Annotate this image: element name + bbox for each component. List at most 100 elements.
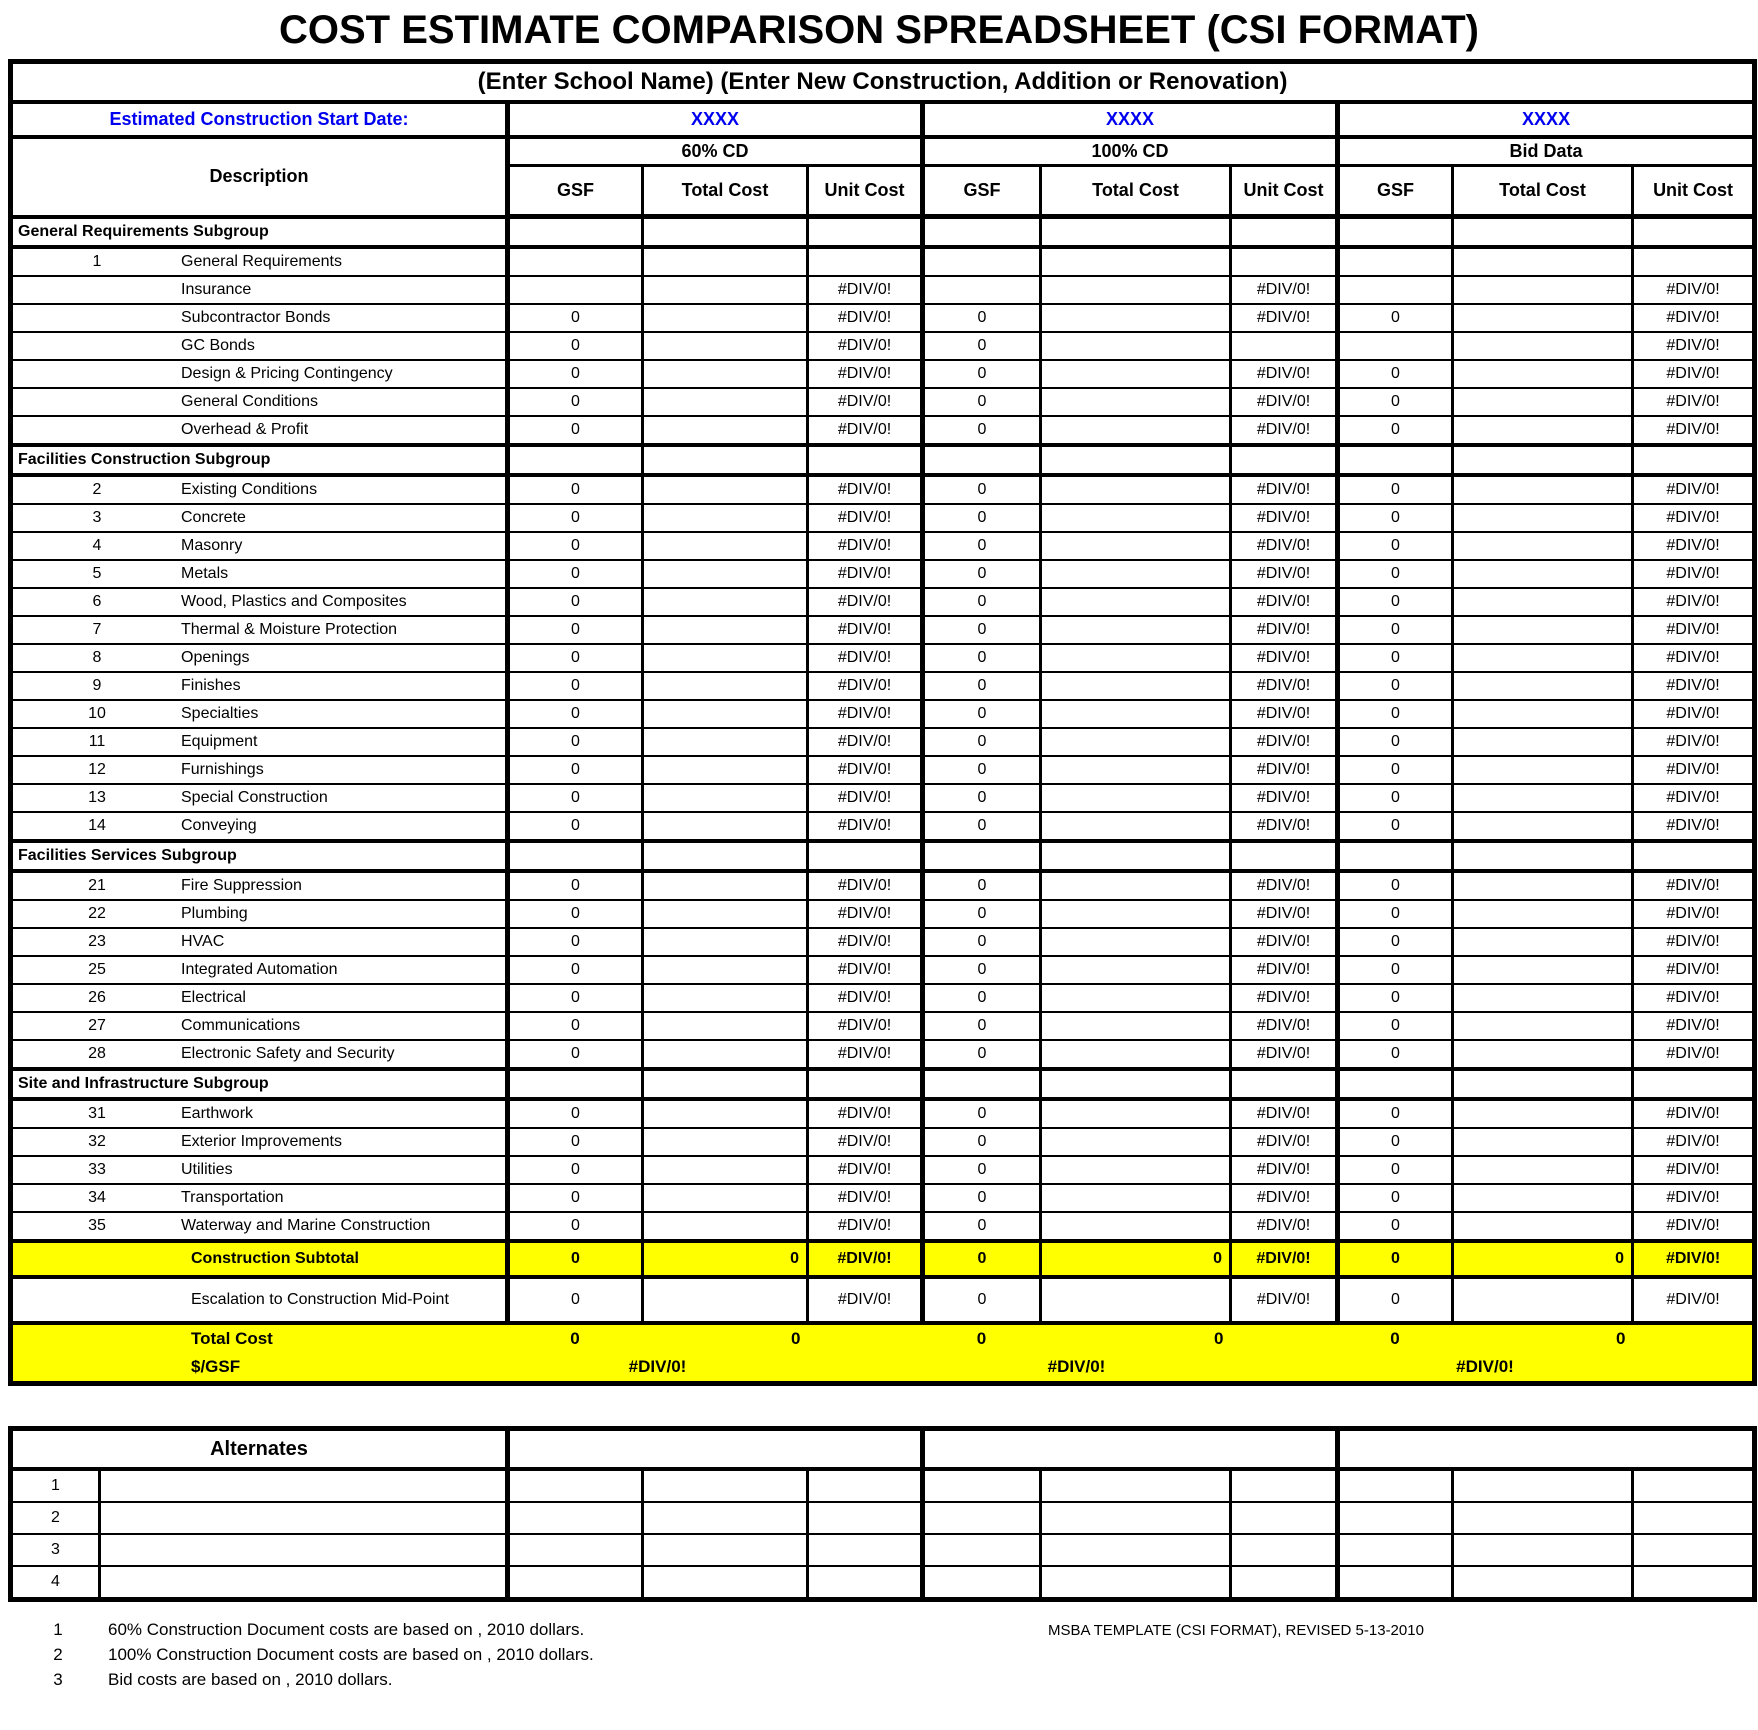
- cell-gsf-bid: 0: [1335, 615, 1454, 645]
- row-label-openings: 8 Openings: [9, 643, 509, 673]
- cell-total-100cd: [1039, 503, 1232, 533]
- cell-gsf-60cd: 0: [505, 415, 644, 446]
- cell-total-bid: [1451, 387, 1634, 417]
- cell-unit-60cd: #DIV/0!: [806, 699, 924, 729]
- row-number: 26: [88, 989, 106, 1006]
- row-number: 11: [88, 733, 106, 750]
- cell-gsf-bid: [1335, 214, 1454, 249]
- cell-total-60cd: [641, 531, 809, 561]
- cell-gsf-60cd: 0: [505, 671, 644, 701]
- cell-gsf-100cd: 0: [920, 1276, 1042, 1325]
- row-label-electrical: 26 Electrical: [9, 983, 509, 1013]
- cell-unit-60cd: #DIV/0!: [806, 727, 924, 757]
- cell-total-bid: [1451, 503, 1634, 533]
- row-label: HVAC: [181, 933, 225, 950]
- alternate-cell-unit-bid: [1631, 1565, 1757, 1601]
- footnote-1-number: 1: [53, 1620, 63, 1639]
- row-number: 7: [92, 621, 102, 638]
- cell-gsf-60cd: 0: [505, 811, 644, 842]
- cell-unit-60cd: #DIV/0!: [806, 899, 924, 929]
- cell-gsf-100cd: 0: [920, 671, 1042, 701]
- row-label-facilities-construction-subgroup: Facilities Construction Subgroup: [9, 443, 509, 477]
- row-number: 2: [92, 481, 102, 498]
- cell-total-60cd: [641, 811, 809, 842]
- cell-gsf-60cd: 0: [505, 387, 644, 417]
- alternate-cell-total-100cd: [1039, 1533, 1233, 1567]
- cell-unit-100cd: #DIV/0!: [1229, 643, 1339, 673]
- row-general-conditions: General Conditions 0 #DIV/0! 0 #DIV/0! 0 #DIV/…: [9, 387, 1757, 417]
- cell-gsf-bid: 0: [1335, 899, 1454, 929]
- row-number: 4: [92, 537, 102, 554]
- cell-total-bid: 0: [1451, 1239, 1634, 1279]
- cell-unit-60cd: #DIV/0!: [806, 559, 924, 589]
- cell-total-bid: [1451, 615, 1634, 645]
- cell-gsf-60cd: 0: [505, 615, 644, 645]
- cell-unit-100cd: #DIV/0!: [1229, 415, 1339, 446]
- row-label-finishes: 9 Finishes: [9, 671, 509, 701]
- row-label-earthwork: 31 Earthwork: [9, 1098, 509, 1129]
- alternate-cell-unit-60cd: [805, 1533, 925, 1567]
- cell-gsf-100cd: [920, 214, 1042, 249]
- row-label-waterway-and-marine-construction: 35 Waterway and Marine Construction: [9, 1211, 509, 1242]
- cell-unit-bid: #DIV/0!: [1630, 1211, 1757, 1242]
- row-label-plumbing: 22 Plumbing: [9, 899, 509, 929]
- total-gsf-bid: 0: [1337, 1321, 1453, 1353]
- row-label: Existing Conditions: [181, 481, 318, 498]
- row-label-existing-conditions: 2 Existing Conditions: [9, 474, 509, 505]
- cell-unit-60cd: #DIV/0!: [806, 1239, 924, 1279]
- footnote-3-text: Bid costs are based on , 2010 dollars.: [108, 1670, 393, 1689]
- alternate-cell-gsf-bid: [1335, 1468, 1455, 1503]
- cell-gsf-bid: 0: [1335, 1039, 1454, 1070]
- cell-unit-100cd: #DIV/0!: [1229, 1276, 1339, 1325]
- cell-total-bid: [1451, 1276, 1634, 1325]
- header-unit-60cd: Unit Cost: [806, 164, 924, 219]
- cell-total-60cd: [641, 983, 809, 1013]
- cell-total-60cd: [641, 671, 809, 701]
- cell-total-100cd: [1039, 359, 1232, 389]
- cell-total-bid: [1451, 811, 1634, 842]
- cell-gsf-100cd: 0: [920, 387, 1042, 417]
- cell-gsf-bid: [1335, 1067, 1454, 1101]
- alternate-cell-unit-bid: [1631, 1468, 1757, 1503]
- template-revision-note: MSBA TEMPLATE (CSI FORMAT), REVISED 5-13…: [1048, 1622, 1424, 1639]
- cell-unit-60cd: #DIV/0!: [806, 587, 924, 617]
- cell-gsf-bid: 0: [1335, 1155, 1454, 1185]
- cell-total-100cd: [1039, 1039, 1232, 1070]
- cell-gsf-100cd: 0: [920, 1211, 1042, 1242]
- cell-gsf-100cd: 0: [920, 559, 1042, 589]
- row-number: 13: [88, 789, 106, 806]
- cell-gsf-bid: 0: [1335, 811, 1454, 842]
- start-date-label: Estimated Construction Start Date:: [9, 101, 509, 139]
- row-subcontractor-bonds: Subcontractor Bonds 0 #DIV/0! 0 #DIV/0! 0 #DIV…: [9, 303, 1757, 333]
- cell-unit-100cd: #DIV/0!: [1229, 927, 1339, 957]
- cell-total-60cd: [641, 899, 809, 929]
- total-gsf-100cd: 0: [922, 1321, 1041, 1353]
- cell-unit-100cd: [1229, 839, 1339, 873]
- row-hvac: 23 HVAC 0 #DIV/0! 0 #DIV/0! 0 #DIV/0!: [9, 927, 1757, 957]
- page-title: COST ESTIMATE COMPARISON SPREADSHEET (CS…: [278, 8, 1480, 52]
- cell-gsf-100cd: 0: [920, 1039, 1042, 1070]
- row-number: 8: [92, 649, 102, 666]
- cell-gsf-bid: 0: [1335, 1239, 1454, 1279]
- cell-unit-60cd: #DIV/0!: [806, 1183, 924, 1213]
- row-label: Waterway and Marine Construction: [181, 1217, 431, 1234]
- row-label-furnishings: 12 Furnishings: [9, 755, 509, 785]
- cell-gsf-60cd: 0: [505, 1276, 644, 1325]
- row-number: 22: [88, 905, 106, 922]
- cell-total-100cd: [1039, 1155, 1232, 1185]
- row-label: Communications: [181, 1017, 301, 1034]
- row-conveying: 14 Conveying 0 #DIV/0! 0 #DIV/0! 0 #DIV/0!: [9, 811, 1757, 842]
- cell-total-100cd: [1039, 811, 1232, 842]
- cell-gsf-bid: 0: [1335, 474, 1454, 505]
- row-exterior-improvements: 32 Exterior Improvements 0 #DIV/0! 0 #DIV/0! 0…: [9, 1127, 1757, 1157]
- row-finishes: 9 Finishes 0 #DIV/0! 0 #DIV/0! 0 #DIV/0!: [9, 671, 1757, 701]
- alternate-cell-gsf-60cd: [505, 1565, 644, 1601]
- cell-gsf-bid: 0: [1335, 503, 1454, 533]
- cell-unit-bid: [1630, 214, 1757, 249]
- cell-unit-60cd: [806, 443, 924, 477]
- cell-total-bid: [1451, 303, 1634, 333]
- row-fire-suppression: 21 Fire Suppression 0 #DIV/0! 0 #DIV/0! 0 #DIV/…: [9, 870, 1757, 901]
- row-label-general-requirements-subgroup: General Requirements Subgroup: [9, 214, 509, 249]
- cell-total-bid: [1451, 643, 1634, 673]
- cell-gsf-60cd: 0: [505, 503, 644, 533]
